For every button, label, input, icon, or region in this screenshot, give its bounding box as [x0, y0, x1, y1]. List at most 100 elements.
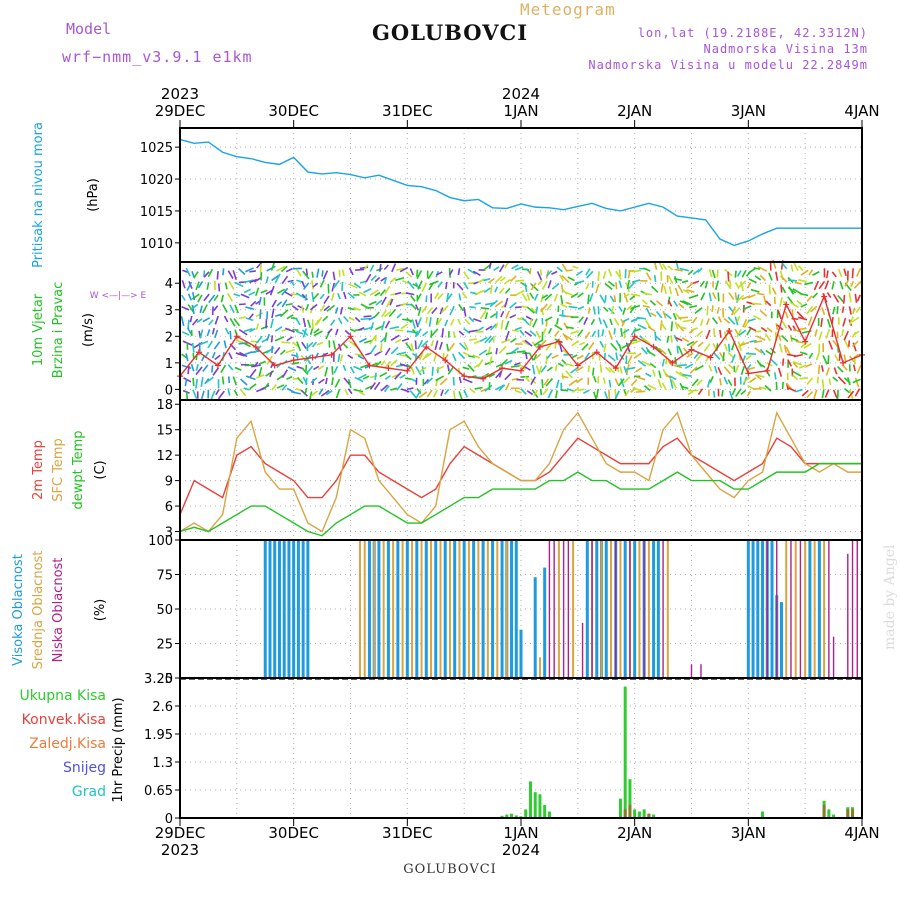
- wind-arrow: [624, 268, 627, 279]
- x-year-label-bottom: 2024: [502, 841, 540, 859]
- wind-arrow: [759, 274, 766, 282]
- cloud-bar: [500, 540, 504, 678]
- wind-speed-marker: [707, 354, 714, 361]
- wind-arrow: [699, 319, 704, 326]
- wind-arrow: [416, 293, 422, 301]
- wind-arrow: [597, 306, 600, 315]
- wind-arrow: [233, 389, 239, 397]
- wind-arrow: [650, 312, 657, 317]
- wind-arrow: [551, 354, 559, 359]
- wind-arrow: [678, 302, 685, 309]
- wind-arrow: [694, 364, 704, 371]
- wind-arrow: [622, 318, 630, 323]
- wind-arrow: [343, 315, 349, 323]
- cloud-bar: [828, 540, 830, 678]
- cloud-bar: [638, 540, 641, 678]
- wind-arrow: [245, 375, 256, 381]
- cloud-bar: [615, 540, 617, 678]
- wind-arrow: [531, 364, 536, 375]
- wind-arrow: [563, 322, 569, 330]
- wind-arrow: [287, 366, 297, 372]
- wind-arrow: [448, 269, 454, 276]
- wind-arrow: [396, 351, 407, 356]
- cloud-bar: [496, 540, 499, 678]
- wind-arrow: [396, 313, 402, 319]
- wind-arrow: [812, 292, 818, 299]
- wind-arrow: [759, 310, 768, 317]
- wind-arrow: [249, 383, 257, 390]
- wind-arrow: [244, 279, 254, 284]
- y-tick-label: 18: [156, 398, 173, 413]
- wind-arrow: [243, 387, 250, 391]
- wind-arrow: [271, 384, 277, 391]
- wind-arrow: [661, 382, 667, 391]
- wind-arrow: [745, 352, 756, 356]
- wind-arrow: [526, 306, 535, 314]
- wind-arrow: [430, 339, 435, 347]
- wind-arrow: [716, 269, 719, 278]
- wind-arrow: [322, 270, 329, 280]
- cloud-bar: [548, 540, 551, 678]
- wind-arrow: [311, 341, 318, 348]
- cloud-bar: [609, 540, 612, 678]
- wind-arrow: [399, 363, 410, 368]
- x-day-label-bottom: 31DEC: [382, 824, 433, 842]
- wind-arrow: [663, 285, 667, 295]
- wind-arrow: [431, 307, 438, 315]
- x-day-label-bottom: 29DEC: [155, 824, 206, 842]
- wind-arrow: [342, 364, 347, 371]
- wind-arrow: [415, 319, 419, 328]
- wind-arrow: [417, 306, 422, 316]
- x-day-label-top: 29DEC: [155, 102, 206, 120]
- precip-bar: [628, 805, 632, 818]
- wind-arrow: [436, 317, 443, 326]
- wind-arrow: [627, 281, 636, 290]
- wind-arrow: [259, 309, 262, 319]
- wind-arrow: [468, 355, 476, 358]
- wind-arrow: [545, 355, 548, 365]
- cloud-bar: [604, 540, 608, 678]
- station-title: GOLUBOVCI: [371, 20, 529, 45]
- wind-arrow: [394, 291, 402, 295]
- wind-arrow: [848, 306, 852, 315]
- wind-arrow: [844, 388, 851, 394]
- wind-arrow: [781, 358, 785, 366]
- precip-bar: [846, 809, 850, 818]
- wind-arrow: [416, 328, 422, 336]
- wind-arrow: [775, 271, 779, 281]
- wind-speed-marker: [840, 359, 847, 366]
- wind-arrow: [504, 297, 509, 308]
- wind-arrow: [458, 330, 465, 336]
- cloud-bar: [396, 540, 400, 678]
- wind-arrow: [360, 317, 371, 321]
- cloud-bar: [411, 540, 414, 678]
- wind-arrow: [331, 377, 334, 386]
- wind-arrow: [601, 329, 605, 337]
- wind-arrow: [554, 364, 558, 372]
- wind-arrow: [706, 318, 710, 326]
- wind-arrow: [254, 287, 260, 297]
- wind-arrow: [181, 331, 190, 336]
- y-tick-label: 1.95: [144, 728, 173, 743]
- wind-arrow: [498, 345, 507, 354]
- wind-arrow: [682, 373, 692, 377]
- wind-arrow: [662, 263, 668, 271]
- wind-arrow: [422, 330, 429, 337]
- cloud-bar: [543, 567, 547, 678]
- wind-arrow: [347, 379, 352, 388]
- wind-arrow: [201, 304, 208, 314]
- wind-arrow: [658, 347, 667, 355]
- wind-arrow: [280, 265, 288, 273]
- wind-arrow: [551, 282, 560, 290]
- wind-arrow: [837, 268, 843, 278]
- wind-arrow: [381, 309, 387, 318]
- wind-arrow: [764, 384, 772, 392]
- wind-arrow: [800, 341, 808, 349]
- wind-arrow: [599, 364, 603, 373]
- wind-arrow: [446, 343, 450, 352]
- wind-arrow: [206, 376, 214, 383]
- wind-arrow: [608, 307, 615, 315]
- wind-arrow: [260, 289, 268, 294]
- wind-arrow: [310, 303, 318, 311]
- wind-arrow: [610, 305, 615, 315]
